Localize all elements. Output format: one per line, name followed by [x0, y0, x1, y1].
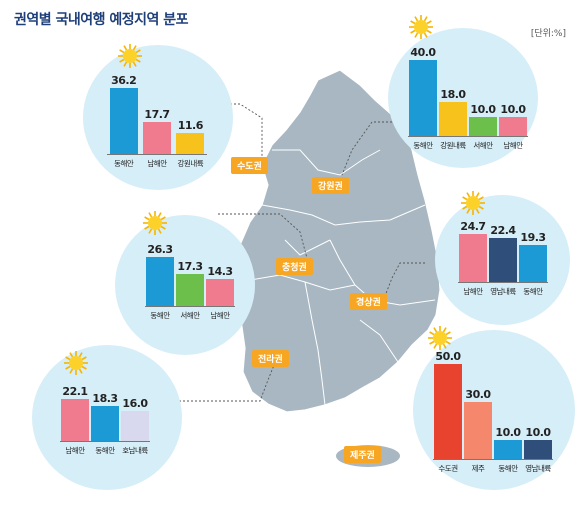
unit-note: [단위:%]	[530, 29, 566, 39]
province-borders	[249, 149, 436, 406]
bar-jejugwon-2	[494, 440, 522, 459]
sun-icon	[117, 43, 143, 69]
bar-jejugwon-3	[524, 440, 552, 459]
value-label: 24.7	[460, 220, 486, 233]
category-label: 제주	[471, 464, 485, 473]
baseline	[458, 282, 548, 283]
category-label: 영남내륙	[490, 287, 516, 296]
baseline	[60, 441, 150, 442]
bar-jejugwon-1	[464, 402, 492, 459]
bar-chungcheonggwon-1	[176, 273, 204, 306]
region-label-gyeongsanggwon: 경상권	[350, 293, 387, 310]
category-label: 강원내륙	[177, 159, 204, 168]
category-label: 남해안	[463, 287, 483, 296]
category-label: 동해안	[95, 446, 115, 455]
bar-gyeongsanggwon-2	[519, 244, 547, 282]
category-label: 강원내륙	[440, 141, 466, 150]
bar-gyeongsanggwon-1	[489, 238, 517, 282]
region-label-gangwongwon: 강원권	[312, 177, 349, 194]
category-label: 동해안	[498, 464, 518, 473]
chart-chungcheonggwon: 26.3 동해안 17.3 서해안 14.3 남해안	[145, 243, 235, 320]
baseline	[145, 306, 235, 307]
chart-jeollagwon: 22.1 남해안 18.3 동해안 16.0 호남내륙	[60, 385, 150, 455]
value-label: 17.7	[144, 107, 170, 121]
bubble-sudogwon	[83, 45, 233, 190]
chart-gangwongwon: 40.0 동해안 18.0 강원내륙 10.0 서해안 10.0 남해안	[408, 46, 528, 150]
category-label: 영남내륙	[525, 464, 551, 473]
bar-gangwongwon-0	[409, 60, 437, 136]
region-label-chungcheonggwon: 충청권	[276, 258, 313, 275]
bar-jeollagwon-2	[121, 410, 149, 441]
value-label: 18.3	[92, 392, 118, 406]
bar-chungcheonggwon-2	[206, 279, 234, 306]
value-label: 10.0	[500, 103, 526, 116]
category-label: 남해안	[147, 159, 167, 168]
value-label: 10.0	[470, 103, 496, 116]
bar-gangwongwon-2	[469, 117, 497, 136]
bar-gangwongwon-1	[439, 101, 467, 136]
category-label: 동해안	[150, 311, 170, 320]
value-label: 50.0	[435, 350, 461, 363]
bar-gyeongsanggwon-0	[459, 234, 487, 282]
category-label: 수도권	[438, 464, 458, 473]
category-label: 남해안	[65, 446, 85, 455]
value-label: 18.0	[440, 87, 466, 101]
sun-icon	[142, 210, 168, 236]
category-label: 남해안	[210, 311, 230, 320]
category-label: 동해안	[523, 287, 543, 296]
value-label: 19.3	[520, 230, 546, 244]
baseline	[107, 154, 207, 155]
value-label: 22.1	[62, 385, 88, 398]
baseline	[408, 136, 528, 137]
chart-jejugwon: 50.0 수도권 30.0 제주 10.0 동해안 10.0 영남내륙	[433, 350, 553, 473]
region-label-sudogwon: 수도권	[231, 157, 268, 174]
category-label: 남해안	[503, 141, 523, 150]
region-label-jeollagwon: 전라권	[252, 350, 289, 367]
bar-sudogwon-1	[143, 121, 171, 154]
bar-jejugwon-0	[434, 364, 462, 459]
category-label: 호남내륙	[122, 446, 148, 455]
bar-sudogwon-0	[109, 88, 138, 154]
value-label: 22.4	[490, 224, 516, 238]
value-label: 10.0	[525, 426, 551, 439]
sun-icon	[63, 350, 89, 376]
category-label: 서해안	[473, 141, 493, 150]
value-label: 26.3	[147, 243, 173, 256]
sun-icon	[460, 190, 486, 216]
category-label: 동해안	[114, 159, 134, 168]
bar-jeollagwon-1	[91, 406, 119, 441]
value-label: 40.0	[410, 46, 436, 59]
value-label: 10.0	[495, 426, 521, 439]
bar-gangwongwon-3	[499, 117, 527, 136]
value-label: 16.0	[122, 396, 148, 410]
sun-icon	[408, 14, 434, 40]
chart-gyeongsanggwon: 24.7 남해안 22.4 영남내륙 19.3 동해안	[458, 220, 548, 296]
bar-sudogwon-2	[176, 132, 205, 154]
page-title: 권역별 국내여행 예정지역 분포	[14, 12, 189, 28]
bar-jeollagwon-0	[61, 399, 89, 441]
value-label: 36.2	[111, 74, 137, 87]
value-label: 11.6	[177, 118, 204, 132]
category-label: 서해안	[180, 311, 200, 320]
category-label: 동해안	[413, 141, 433, 150]
bar-chungcheonggwon-0	[146, 257, 174, 306]
value-label: 14.3	[207, 265, 233, 279]
region-label-jejugwon: 제주권	[344, 446, 381, 463]
chart-sudogwon: 36.2 동해안 17.7 남해안 11.6 강원내륙	[107, 74, 207, 168]
value-label: 17.3	[177, 259, 203, 273]
value-label: 30.0	[465, 388, 491, 401]
baseline	[433, 459, 553, 460]
sun-icon	[427, 325, 453, 351]
